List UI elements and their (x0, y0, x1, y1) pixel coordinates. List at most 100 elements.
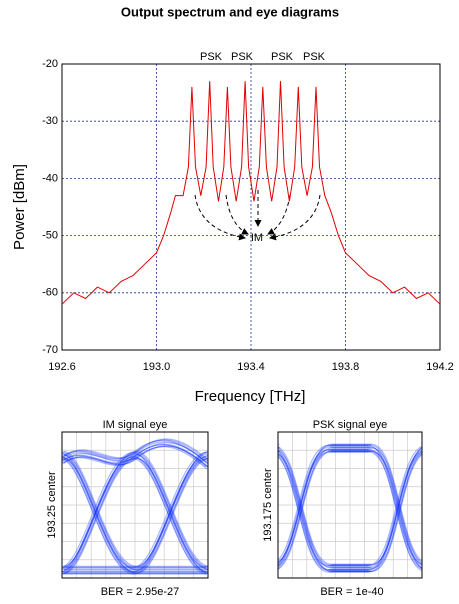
eye-trace (62, 446, 208, 470)
eye-trace (62, 451, 134, 568)
eye-trace (62, 451, 136, 568)
eye-trace (133, 451, 207, 569)
eye-trace (136, 450, 208, 567)
eye-trace (278, 450, 422, 571)
annotation: PSK (303, 51, 326, 63)
eye-trace (133, 451, 207, 569)
eye-trace (136, 457, 208, 574)
eye-trace (63, 457, 137, 574)
eye-trace (62, 443, 208, 468)
eye-trace (278, 449, 422, 569)
eye-trace (278, 453, 422, 572)
y-tick-label: -30 (42, 115, 58, 127)
eye-trace (63, 454, 138, 571)
y-label: Power [dBm] (11, 164, 28, 250)
eye-trace (63, 450, 137, 567)
eye-trace (62, 439, 207, 463)
eye-trace (62, 456, 135, 573)
eye-trace (62, 445, 208, 469)
eye-trace (278, 449, 422, 569)
eye-trace (278, 446, 422, 567)
eye-trace (278, 446, 422, 566)
eye-trace (278, 452, 422, 573)
im-arrows (194, 190, 321, 241)
title: Output spectrum and eye diagrams (121, 4, 339, 19)
eye-trace (135, 457, 208, 574)
annotation: PSK (231, 51, 254, 63)
eye-trace (63, 438, 208, 461)
annotation: PSK (271, 51, 294, 63)
eye-trace (134, 453, 208, 570)
y-tick-label: -70 (42, 344, 58, 356)
eye-trace (278, 452, 422, 573)
eye-trace (134, 456, 208, 573)
spectrum-line (61, 81, 441, 305)
eye-frame (277, 431, 423, 579)
eye-trace (62, 444, 207, 468)
eye-trace (278, 448, 422, 568)
eye-trace (278, 451, 422, 572)
eye-trace (132, 456, 207, 573)
eye-trace (135, 451, 208, 568)
eye-trace (62, 458, 134, 575)
x-tick-label: 193.0 (143, 361, 171, 373)
eye-trace (63, 445, 208, 468)
eye-trace (62, 457, 137, 574)
x-tick-label: 192.6 (48, 361, 76, 373)
eye-trace (63, 454, 138, 571)
plot-frame (61, 63, 441, 351)
eye-trace (62, 457, 134, 573)
y-tick-label: -40 (42, 172, 58, 184)
eye-title: PSK signal eye (313, 419, 388, 431)
eye-trace (132, 456, 207, 573)
y-tick-label: -20 (42, 58, 58, 70)
eye-trace (278, 450, 422, 571)
eye-trace (62, 439, 208, 463)
y-tick-label: -50 (42, 230, 58, 242)
eye-trace (62, 453, 135, 570)
eye-trace (278, 445, 422, 565)
ber-label: BER = 2.95e-27 (101, 586, 180, 598)
eye-trace (278, 444, 422, 565)
ber-label: BER = 1e-40 (320, 586, 383, 598)
x-tick-label: 193.8 (332, 361, 360, 373)
eye-trace (63, 442, 208, 465)
eye-trace (133, 458, 207, 575)
eye-trace (278, 450, 422, 570)
eye-traces (62, 438, 208, 575)
eye-trace (62, 456, 134, 572)
x-tick-label: 193.4 (237, 361, 265, 373)
eye-title: IM signal eye (103, 419, 168, 431)
eye-trace (136, 454, 208, 571)
x-tick-label: 194.2 (426, 361, 454, 373)
eye-trace (135, 451, 208, 568)
eye-trace (62, 451, 136, 568)
eye-trace (136, 454, 208, 571)
annotation: IM (251, 232, 263, 244)
eye-trace (133, 458, 207, 575)
eye-trace (278, 444, 422, 564)
eye-traces (278, 443, 422, 573)
eye-trace (278, 443, 422, 563)
eye-y-label: 193.175 center (262, 468, 274, 542)
eye-trace (62, 452, 134, 569)
eye-trace (135, 457, 208, 574)
eye-trace (62, 456, 135, 573)
eye-trace (134, 453, 208, 570)
eye-trace (136, 451, 208, 567)
eye-trace (136, 458, 208, 574)
eye-trace (134, 456, 208, 573)
eye-y-label: 193.25 center (46, 471, 58, 539)
eye-frame (61, 431, 209, 579)
eye-trace (278, 446, 422, 566)
eye-trace (62, 457, 137, 574)
eye-trace (63, 450, 137, 567)
x-label: Frequency [THz] (195, 388, 306, 405)
eye-trace (62, 453, 135, 570)
eye-trace (62, 458, 134, 575)
eye-trace (278, 449, 422, 570)
eye-trace (278, 447, 422, 567)
eye-trace (62, 441, 208, 465)
eye-trace (278, 450, 422, 571)
